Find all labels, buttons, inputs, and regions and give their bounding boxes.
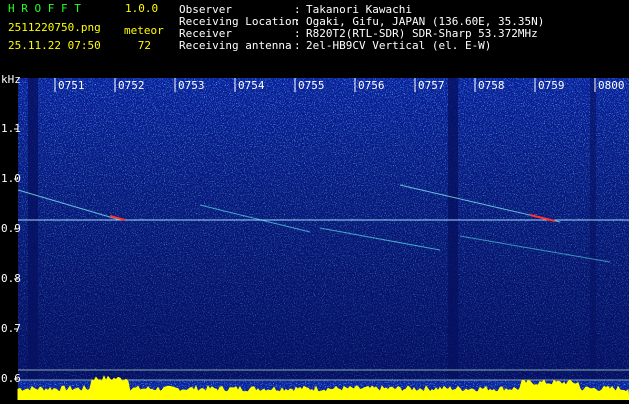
time-label: 0756 (358, 79, 385, 92)
info-label: Receiving antenna (179, 39, 292, 52)
time-label: 0752 (118, 79, 145, 92)
info-value: Ogaki, Gifu, JAPAN (136.60E, 35.35N) (306, 15, 544, 28)
y-tick-label: 1.1 (1, 122, 21, 135)
axis-unit: kHz (1, 73, 21, 86)
time-label: 0753 (178, 79, 205, 92)
info-separator: : (294, 15, 301, 28)
time-label: 0754 (238, 79, 265, 92)
time-label: 0755 (298, 79, 325, 92)
info-value: 2el-HB9CV Vertical (el. E-W) (306, 39, 491, 52)
y-tick-label: 0.9 (1, 222, 21, 235)
date-time: 25.11.22 07:50 (8, 39, 101, 52)
spectrogram (17, 78, 629, 401)
app-name: H R O F F T (8, 2, 81, 15)
info-value: Takanori Kawachi (306, 3, 412, 16)
y-tick-label: 0.7 (1, 322, 21, 335)
info-label: Receiving Location (179, 15, 298, 28)
y-tick-label: 0.6 (1, 372, 21, 385)
info-separator: : (294, 3, 301, 16)
meteor-label: meteor (124, 24, 164, 37)
time-label: 0758 (478, 79, 505, 92)
info-value: R820T2(RTL-SDR) SDR-Sharp 53.372MHz (306, 27, 538, 40)
info-label: Observer (179, 3, 232, 16)
info-separator: : (294, 27, 301, 40)
header: H R O F F T 1.0.0 2511220750.png meteor … (8, 2, 164, 52)
time-label: 0757 (418, 79, 445, 92)
info-separator: : (294, 39, 301, 52)
y-tick-label: 1.0 (1, 172, 21, 185)
y-tick-label: 0.8 (1, 272, 21, 285)
file-name: 2511220750.png (8, 21, 101, 34)
info-label: Receiver (179, 27, 232, 40)
version: 1.0.0 (125, 2, 158, 15)
time-label: 0800 (598, 79, 625, 92)
meteor-count: 72 (138, 39, 151, 52)
time-label: 0751 (58, 79, 85, 92)
time-label: 0759 (538, 79, 565, 92)
